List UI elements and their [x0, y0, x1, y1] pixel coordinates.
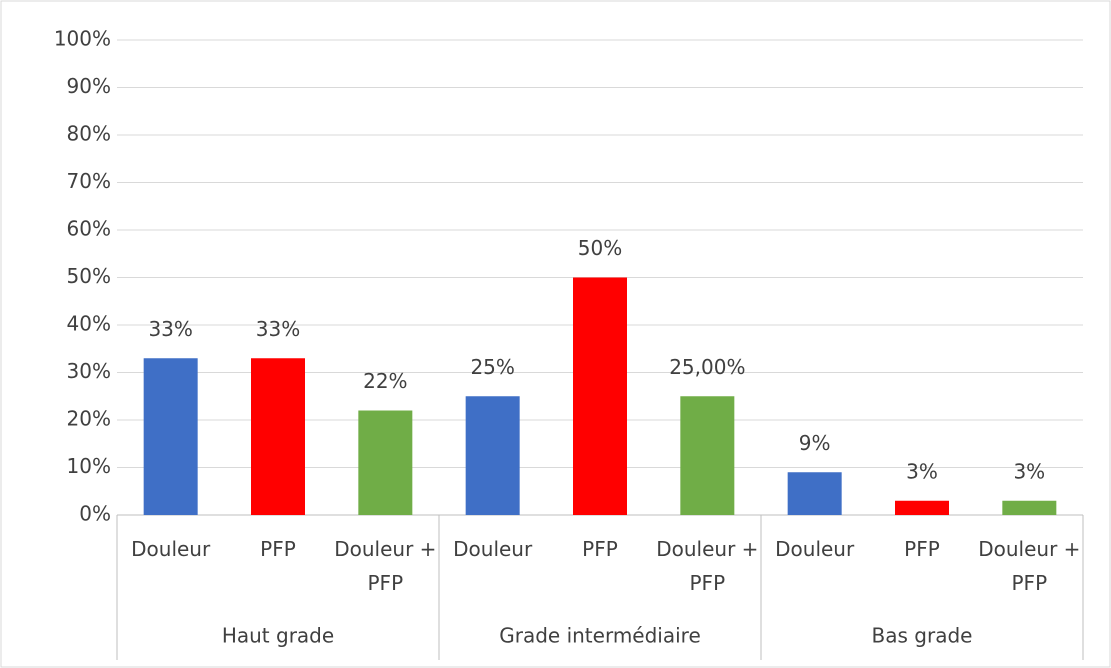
y-tick-label: 60%: [67, 217, 111, 241]
x-tick-label-text: PFP: [904, 537, 940, 561]
x-tick-label-text: PFP: [260, 537, 296, 561]
data-label: 22%: [363, 369, 407, 393]
y-tick-label: 100%: [54, 27, 111, 51]
x-tick-label-text: Douleur: [453, 537, 533, 561]
bar: [895, 500, 949, 515]
bar: [358, 410, 413, 515]
bar: [1002, 500, 1057, 515]
x-tick-label-text: Douleur + PFP: [656, 537, 759, 595]
y-tick-label: 80%: [67, 122, 111, 146]
bar: [573, 277, 627, 515]
y-tick-label: 40%: [67, 312, 111, 336]
data-label: 25,00%: [669, 355, 745, 379]
y-tick-label: 70%: [67, 169, 111, 193]
group-label: Haut grade: [222, 624, 334, 648]
x-tick-label-text: Douleur: [131, 537, 211, 561]
bar: [465, 396, 520, 515]
group-label: Bas grade: [872, 624, 973, 648]
x-tick-label: PFP: [582, 537, 618, 561]
data-label: 3%: [906, 459, 938, 483]
bar: [251, 358, 305, 515]
x-tick-label: PFP: [260, 537, 296, 561]
data-label: 3%: [1013, 459, 1045, 483]
data-label: 25%: [470, 355, 514, 379]
bar: [143, 358, 198, 515]
data-label: 33%: [148, 317, 192, 341]
x-tick-label-text: PFP: [582, 537, 618, 561]
y-tick-label: 10%: [67, 454, 111, 478]
y-tick-label: 90%: [67, 74, 111, 98]
y-tick-label: 20%: [67, 407, 111, 431]
x-tick-label: Douleur: [775, 537, 855, 561]
x-tick-label: Douleur + PFP: [656, 537, 759, 595]
x-tick-label: Douleur: [131, 537, 211, 561]
data-label: 33%: [256, 317, 300, 341]
x-tick-label: Douleur: [453, 537, 533, 561]
y-tick-label: 30%: [67, 359, 111, 383]
bar: [680, 396, 735, 515]
x-tick-label: PFP: [904, 537, 940, 561]
y-tick-label: 0%: [79, 502, 111, 526]
x-tick-label-text: Douleur + PFP: [334, 537, 437, 595]
data-label: 9%: [799, 431, 831, 455]
y-tick-label: 50%: [67, 264, 111, 288]
x-tick-label: Douleur + PFP: [978, 537, 1081, 595]
x-tick-label-text: Douleur + PFP: [978, 537, 1081, 595]
x-tick-label-text: Douleur: [775, 537, 855, 561]
group-label: Grade intermédiaire: [499, 624, 701, 648]
bar: [787, 472, 842, 515]
x-tick-label: Douleur + PFP: [334, 537, 437, 595]
data-label: 50%: [578, 236, 622, 260]
